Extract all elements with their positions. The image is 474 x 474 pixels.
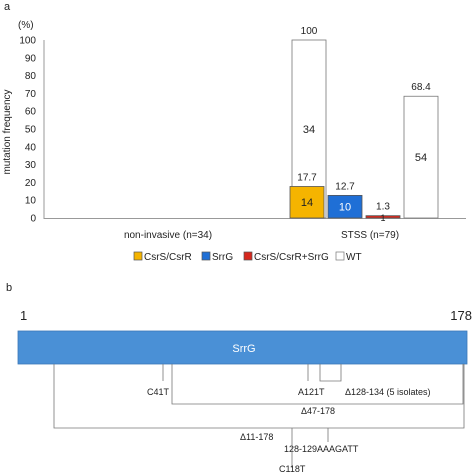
mutation-c41t-label: C41T bbox=[147, 387, 170, 397]
legend-label: CsrS/CsrR bbox=[144, 252, 192, 263]
legend-label: CsrS/CsrR+SrrG bbox=[254, 252, 329, 263]
y-tick-label: 70 bbox=[25, 89, 37, 100]
mutation-del128-134-label: Δ128-134 (5 isolates) bbox=[345, 387, 431, 397]
bar-value-label: 1.3 bbox=[376, 202, 390, 213]
panel-label-a: a bbox=[4, 1, 11, 13]
y-tick-label: 20 bbox=[25, 178, 37, 189]
y-tick-label: 30 bbox=[25, 160, 37, 171]
y-tick-label: 0 bbox=[30, 214, 36, 225]
bar-value-label: 68.4 bbox=[411, 82, 431, 93]
y-tick-label: 50 bbox=[25, 125, 37, 136]
legend-swatch bbox=[133, 251, 143, 261]
bar-chart: (%) mutation frequency 0 10 20 30 40 50 60 70 80… bbox=[2, 20, 466, 263]
y-axis-label: mutation frequency bbox=[2, 89, 13, 174]
bar-count-label: 1 bbox=[380, 213, 385, 223]
y-tick-label: 40 bbox=[25, 142, 37, 153]
bar-count-label: 34 bbox=[303, 124, 315, 136]
bar-count-label: 54 bbox=[415, 152, 427, 164]
mutation-del11-178-bracket bbox=[53, 364, 465, 429]
legend-label: SrrG bbox=[212, 252, 233, 263]
bar-value-label: 12.7 bbox=[335, 181, 355, 192]
y-tick-label: 90 bbox=[25, 53, 37, 64]
x-category-label: STSS (n=79) bbox=[341, 230, 399, 241]
bar-csrs-csrr-srrg-1 bbox=[365, 215, 401, 219]
y-tick-label: 80 bbox=[25, 71, 37, 82]
panel-label-b: b bbox=[6, 282, 12, 294]
y-tick-label: 100 bbox=[19, 36, 36, 47]
bar-csrs-csrr-1 bbox=[289, 186, 325, 219]
mutation-del11-178-label: Δ11-178 bbox=[240, 432, 273, 442]
mutation-c118t-label: C118T bbox=[279, 464, 306, 474]
bar-count-label: 14 bbox=[301, 197, 313, 209]
y-tick-label: 60 bbox=[25, 107, 37, 118]
gene-name: SrrG bbox=[232, 343, 255, 355]
gene-bar bbox=[17, 330, 468, 365]
bar-srrg-1 bbox=[327, 194, 363, 219]
mutation-del47-178-bracket bbox=[171, 364, 464, 405]
mutation-del47-178-label: Δ47-178 bbox=[301, 406, 335, 416]
mutation-del128-134-bracket bbox=[319, 364, 342, 382]
gene-start-label: 1 bbox=[20, 308, 27, 323]
bar-value-label: 17.7 bbox=[297, 172, 317, 183]
mutation-ins128-129-label: 128-129AAAGATT bbox=[284, 444, 359, 454]
y-tick-label: 10 bbox=[25, 196, 37, 207]
bar-value-label: 100 bbox=[301, 26, 318, 37]
legend-label: WT bbox=[346, 252, 362, 263]
legend-swatch bbox=[335, 251, 345, 261]
y-unit-label: (%) bbox=[18, 20, 34, 31]
gene-end-label: 178 bbox=[450, 308, 472, 323]
bar-count-label: 10 bbox=[339, 202, 351, 214]
gene-map: 1 178 SrrG C41T A121T Δ128-134 (5 isolat… bbox=[17, 308, 472, 474]
bar-wt-1 bbox=[403, 95, 439, 219]
x-category-label: non-invasive (n=34) bbox=[124, 230, 212, 241]
legend-swatch bbox=[243, 251, 253, 261]
mutation-a121t-label: A121T bbox=[298, 387, 325, 397]
legend-swatch bbox=[201, 251, 211, 261]
